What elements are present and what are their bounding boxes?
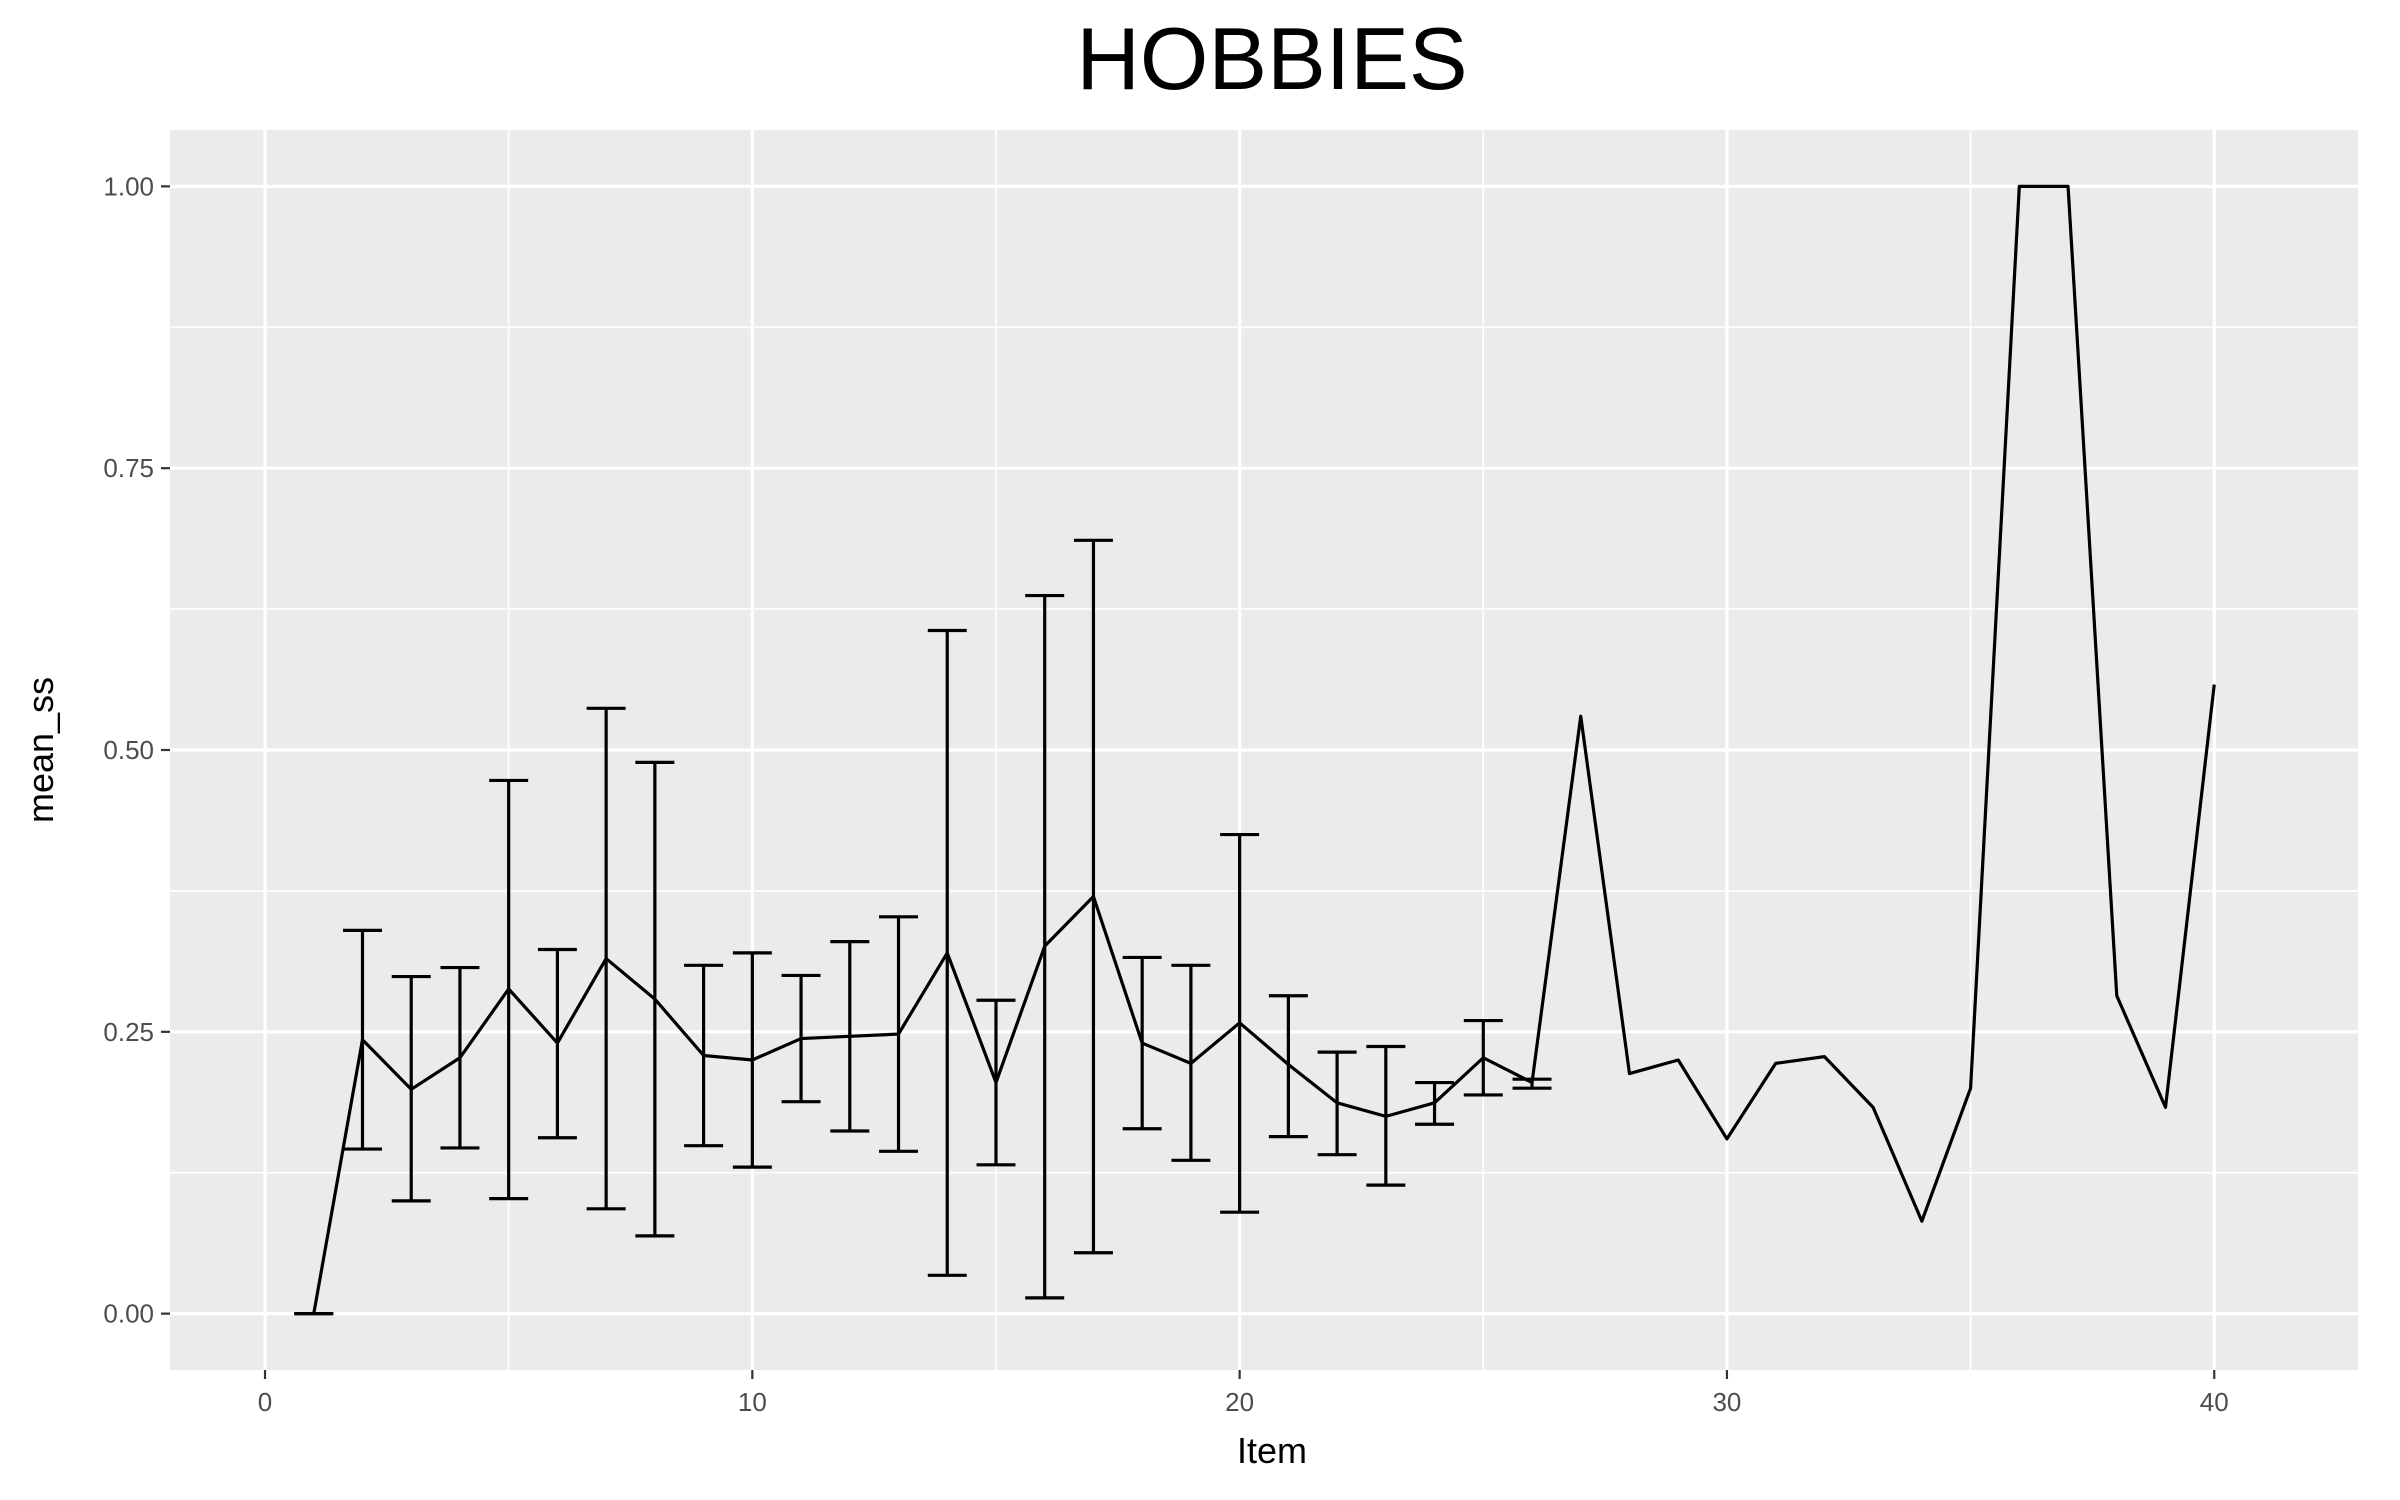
- y-tick-label: 0.00: [103, 1299, 154, 1329]
- y-axis-title: mean_ss: [20, 677, 61, 823]
- x-tick-label: 10: [738, 1387, 767, 1417]
- x-tick-label: 30: [1712, 1387, 1741, 1417]
- x-tick-label: 20: [1225, 1387, 1254, 1417]
- series-layer: [312, 184, 2216, 1314]
- y-tick-label: 0.50: [103, 735, 154, 765]
- x-axis-title: Item: [1237, 1430, 1307, 1471]
- axis-ticks: [161, 185, 2216, 1379]
- y-tick-label: 1.00: [103, 171, 154, 201]
- x-tick-label: 0: [258, 1387, 272, 1417]
- y-tick-label: 0.75: [103, 453, 154, 483]
- y-tick-label: 0.25: [103, 1017, 154, 1047]
- series-line: [312, 184, 2216, 1314]
- x-tick-label: 40: [2200, 1387, 2229, 1417]
- chart-title: HOBBIES: [1076, 9, 1467, 108]
- tick-labels: 0 10 20 30 40 0.00 0.25 0.50 0.75 1.00: [103, 171, 2228, 1417]
